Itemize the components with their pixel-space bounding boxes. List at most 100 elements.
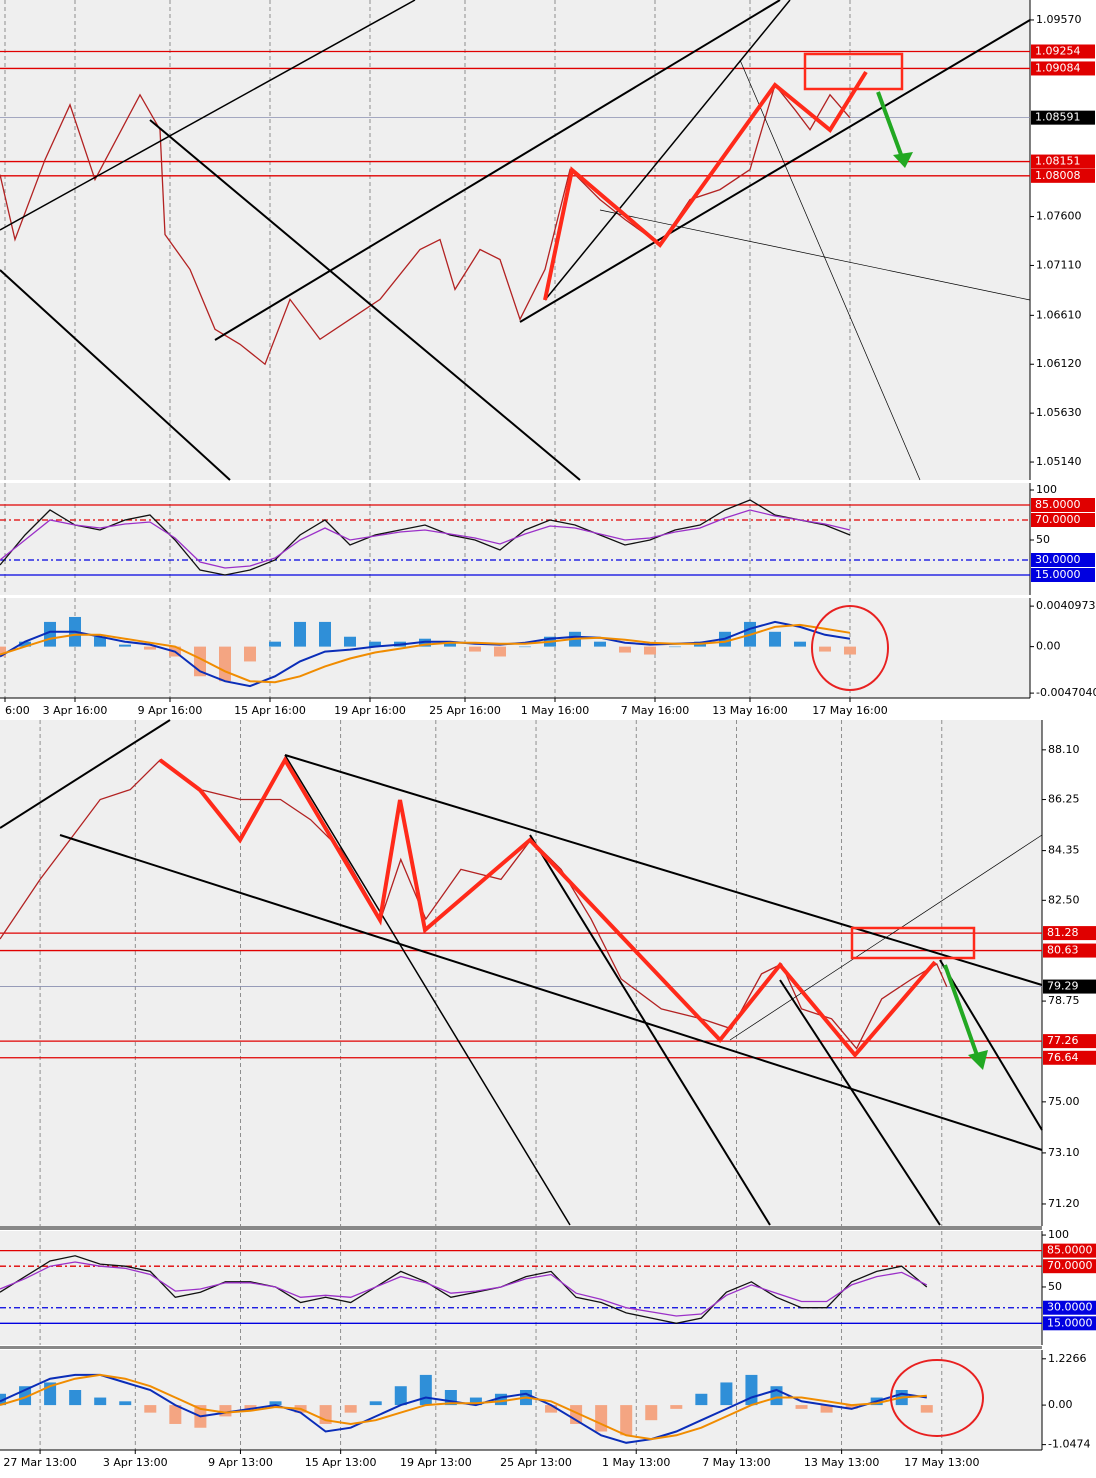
trend-line: [284, 754, 571, 1226]
y-tick-label: 88.10: [1048, 743, 1080, 756]
red-circle: [890, 1359, 984, 1437]
histogram-bar: [369, 1401, 382, 1406]
level-label-box: [1043, 1259, 1096, 1274]
histogram-bar: [819, 646, 831, 652]
level-label: 77.26: [1047, 1034, 1079, 1047]
histogram-bar: [169, 1405, 182, 1424]
y-tick-label: 78.75: [1048, 994, 1080, 1007]
panel: 100 50 85.0000 70.0000 30.0000 15.0000: [0, 483, 1095, 595]
histogram-bar: [144, 1405, 157, 1413]
trend-line: [0, 719, 171, 829]
histogram-bar: [845, 1405, 858, 1409]
trend-line: [529, 834, 771, 1226]
histogram-bar: [369, 641, 381, 647]
level-label: 30.0000: [1047, 1301, 1093, 1314]
x-tick-label: 6:00: [5, 704, 30, 717]
trend-line: [519, 19, 1031, 323]
y-tick-label: 1.06120: [1036, 357, 1082, 370]
histogram-bar: [119, 1401, 132, 1406]
y-tick-label: 100: [1036, 483, 1057, 496]
plot-area: [0, 1231, 1042, 1345]
histogram-bar: [94, 1397, 107, 1406]
histogram-bar: [745, 1374, 758, 1406]
x-tick-label: 19 Apr 16:00: [334, 704, 406, 717]
current-price-label: 79.29: [1047, 980, 1079, 993]
histogram-bar: [0, 646, 6, 657]
level-label-box: [1031, 61, 1095, 76]
histogram-bar: [720, 1382, 733, 1406]
trend-line: [599, 209, 1031, 301]
histogram-bar: [695, 1393, 708, 1406]
series-line: [0, 1373, 927, 1441]
trend-line: [0, 269, 231, 481]
histogram-bar: [595, 1405, 608, 1432]
level-label-box: [1031, 498, 1095, 512]
green-arrow: [876, 91, 905, 161]
x-tick-label: 3 Apr 16:00: [43, 704, 108, 717]
level-label: 80.63: [1047, 944, 1079, 957]
panel: 0.0040973 0.00 -0.0047040 6:00 3 Apr 16:00 9 …: [0, 598, 1096, 717]
histogram-bar: [344, 636, 356, 647]
trend-line: [214, 0, 781, 341]
y-tick-label: -1.0474: [1048, 1438, 1090, 1451]
series-line: [0, 509, 851, 569]
histogram-bar: [494, 646, 506, 657]
trend-line: [284, 754, 1043, 986]
histogram-bar: [594, 641, 606, 647]
level-label: 70.0000: [1047, 1259, 1093, 1272]
annotations: [0, 0, 1043, 1437]
y-tick-label: 50: [1036, 533, 1050, 546]
trend-line: [739, 59, 921, 481]
histogram-bar: [219, 646, 231, 682]
level-label: 70.0000: [1035, 513, 1081, 526]
y-tick-label: 75.00: [1048, 1095, 1080, 1108]
histogram-bar: [469, 646, 481, 652]
trend-line: [939, 959, 1043, 1131]
panel: 100 50 85.0000 70.0000 30.0000 15.0000: [0, 1228, 1096, 1345]
histogram-bar: [769, 631, 781, 647]
series-line: [0, 499, 851, 576]
plot-area: [0, 0, 1030, 480]
y-tick-label: 0.00: [1048, 1398, 1073, 1411]
series-line: [0, 623, 851, 684]
x-tick-label: 25 Apr 13:00: [500, 1456, 572, 1469]
red-box: [850, 926, 976, 960]
level-label-box: [1031, 168, 1095, 183]
histogram-bar: [920, 1405, 933, 1413]
x-tick-label: 19 Apr 13:00: [400, 1456, 472, 1469]
y-tick-label: 1.06610: [1036, 308, 1082, 321]
level-label: 15.0000: [1035, 568, 1081, 581]
x-tick-label: 7 May 16:00: [621, 704, 689, 717]
histogram-bar: [94, 636, 106, 647]
y-tick-label: 0.00: [1036, 640, 1061, 653]
histogram-bar: [244, 1405, 257, 1409]
y-tick-label: 1.05140: [1036, 455, 1082, 468]
histogram-bar: [519, 646, 531, 648]
histogram-bar: [219, 1405, 232, 1417]
trend-line: [779, 979, 941, 1226]
histogram-bar: [144, 646, 156, 650]
level-label-box: [1043, 943, 1096, 958]
series-line: [0, 620, 851, 688]
level-label: 81.28: [1047, 926, 1079, 939]
histogram-bar: [394, 1386, 407, 1406]
histogram-bar: [444, 641, 456, 647]
level-label-box: [1031, 553, 1095, 567]
panel: 1.2266 0.00 -1.0474 27 Mar 13:00 3 Apr 13:00…: [0, 1350, 1090, 1469]
red-arrow: [543, 70, 868, 301]
plot-area: [0, 720, 1042, 1226]
green-arrow: [943, 964, 980, 1059]
panel: 1.09570 1.07600 1.07110 1.06610 1.06120 1.056…: [0, 0, 1095, 480]
level-label-box: [1031, 568, 1095, 582]
histogram-bar: [644, 646, 656, 655]
y-tick-label: 71.20: [1048, 1197, 1080, 1210]
y-tick-label: 1.07600: [1036, 210, 1082, 223]
plot-area: [0, 483, 1030, 595]
y-tick-label: 1.05630: [1036, 406, 1082, 419]
histogram-bar: [344, 1405, 357, 1413]
x-tick-label: 3 Apr 13:00: [103, 1456, 168, 1469]
level-label: 85.0000: [1047, 1244, 1093, 1257]
level-label-box: [1043, 1316, 1096, 1331]
y-tick-label: 82.50: [1048, 893, 1080, 906]
